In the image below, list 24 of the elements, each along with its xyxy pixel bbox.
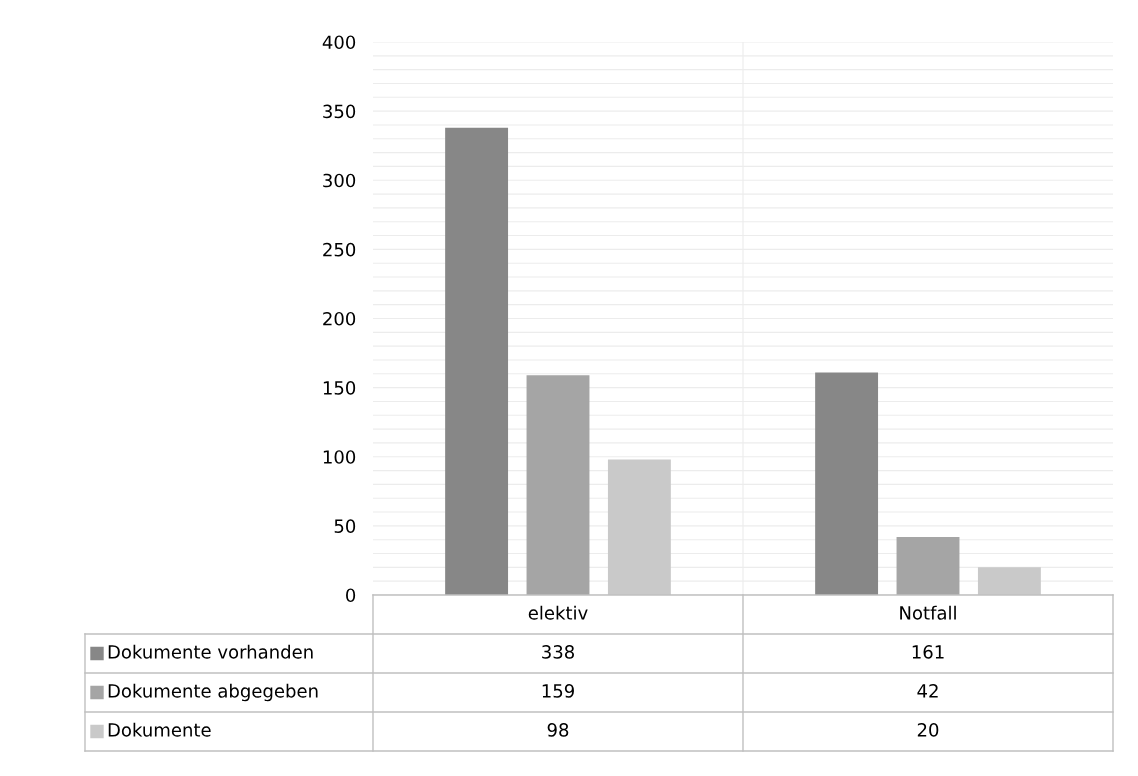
x-tick-label: elektiv [528,605,588,620]
legend-label: Dokumente [108,722,211,737]
data-label: 338 [542,645,574,659]
y-tick-label: 350 [323,104,356,119]
y-tick-label: 0 [346,588,356,603]
y-tick-label: 100 [323,450,356,464]
data-label: 98 [547,723,569,737]
y-tick-label: 200 [323,311,356,326]
data-label: 42 [917,684,938,698]
y-tick-label: 250 [323,242,356,257]
data-label: 20 [917,723,939,737]
bar [445,127,509,595]
legend-label: Dokumente abgegeben [108,683,318,702]
y-tick-label: 300 [323,173,356,188]
y-tick-label: 50 [334,519,356,533]
y-tick-label: 150 [323,381,356,395]
bar [526,375,590,595]
bar [896,536,960,595]
x-tick-label: Notfall [900,605,956,620]
bar [815,372,879,595]
legend-label: Dokumente vorhanden [108,644,313,659]
y-tick-label: 400 [322,35,356,50]
data-label: 159 [542,684,574,698]
data-label: 161 [912,645,944,659]
